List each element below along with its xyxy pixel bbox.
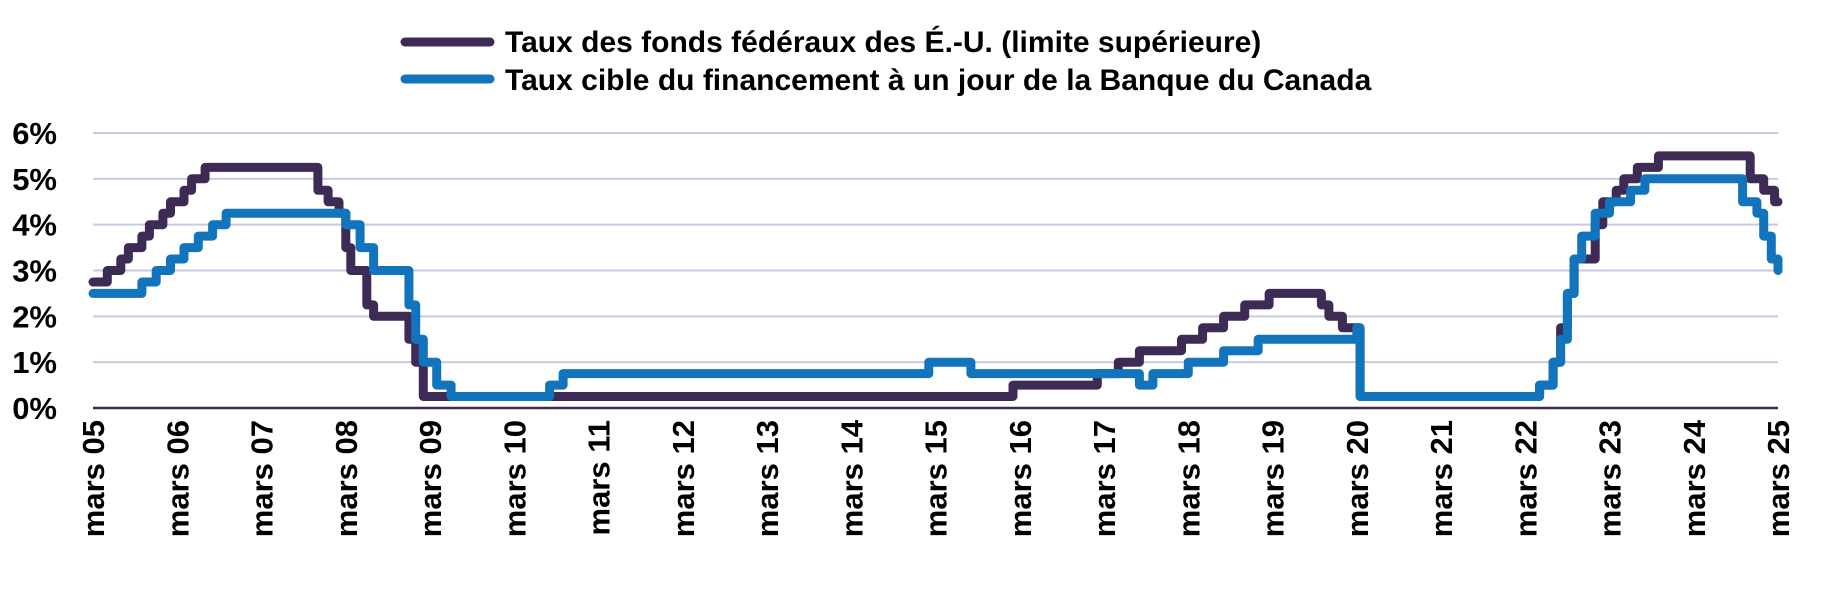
y-tick-label: 5% (12, 162, 57, 197)
legend-label-boc: Taux cible du financement à un jour de l… (505, 64, 1372, 97)
y-tick-label: 4% (12, 208, 57, 243)
x-tick-label: mars 05 (76, 420, 111, 537)
x-tick-label: mars 14 (834, 419, 869, 537)
x-tick-label: mars 08 (329, 420, 364, 537)
x-tick-label: mars 09 (413, 420, 448, 537)
y-tick-label: 2% (12, 299, 57, 334)
x-axis: mars 05 mars 06 mars 07 mars 08 mars 09 mars … (76, 406, 1796, 537)
y-tick-label: 6% (12, 116, 57, 151)
x-tick-label: mars 11 (582, 420, 617, 536)
x-tick-label: mars 20 (1340, 420, 1375, 537)
x-tick-label: mars 22 (1508, 420, 1543, 537)
x-tick-label: mars 12 (666, 420, 701, 537)
y-tick-label: 1% (12, 345, 57, 380)
x-tick-label: mars 25 (1761, 420, 1796, 537)
x-tick-label: mars 16 (1003, 420, 1038, 537)
x-tick-label: mars 24 (1677, 419, 1712, 537)
x-tick-label: mars 23 (1593, 420, 1628, 537)
x-tick-label: mars 19 (1256, 420, 1291, 537)
x-tick-label: mars 06 (160, 420, 195, 537)
x-tick-label: mars 10 (497, 420, 532, 537)
x-tick-label: mars 18 (1171, 420, 1206, 537)
x-tick-label: mars 07 (245, 420, 280, 537)
x-tick-label: mars 17 (1087, 420, 1122, 537)
x-tick-label: mars 13 (750, 420, 785, 537)
legend-label-fed-funds: Taux des fonds fédéraux des É.-U. (limit… (505, 25, 1261, 59)
x-tick-label: mars 15 (919, 420, 954, 537)
series-line-boc (88, 174, 1783, 401)
y-tick-label: 0% (12, 391, 57, 426)
x-tick-label: mars 21 (1424, 420, 1459, 537)
chart-legend: Taux des fonds fédéraux des É.-U. (limit… (400, 25, 1372, 97)
y-tick-label: 3% (12, 254, 57, 289)
plot-area (88, 151, 1783, 401)
y-axis: 0% 1% 2% 3% 4% 5% 6% (12, 116, 57, 426)
